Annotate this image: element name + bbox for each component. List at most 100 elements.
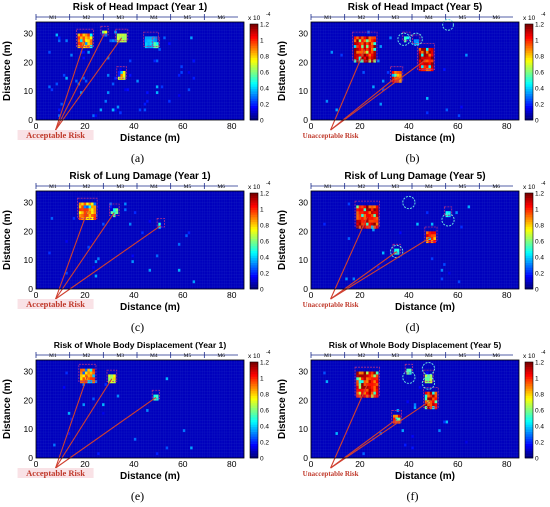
risk-arrow — [330, 384, 368, 469]
hotspot-cell — [373, 211, 377, 215]
colorbar-segment — [250, 193, 258, 196]
colorbar-segment — [250, 386, 258, 389]
hotspot-cell — [368, 385, 372, 390]
hotspot-cell — [421, 59, 424, 63]
zone-label: M5 — [184, 15, 192, 21]
hotspot-cell — [370, 391, 374, 395]
colorbar-segment — [250, 200, 258, 203]
x-tick-label: 40 — [129, 290, 139, 300]
colorbar: 0 0.2 0.4 0.6 0.8 1 1.2x 10 -4 — [248, 12, 271, 125]
colorbar-segment — [250, 214, 258, 218]
hotspot-cell — [115, 208, 119, 212]
heatmap-cell — [94, 114, 98, 118]
heatmap-cell — [92, 397, 95, 401]
hotspot-cell — [78, 205, 82, 209]
heatmap-cell — [102, 403, 105, 407]
colorbar-segment — [250, 417, 258, 420]
highlight-circle — [402, 195, 416, 210]
heatmap-cell — [58, 39, 61, 43]
heatmap-cell — [82, 403, 85, 407]
heatmap-cell — [411, 446, 414, 450]
colorbar-segment — [525, 224, 533, 227]
hotspot-cell — [83, 214, 87, 218]
hotspot-cell — [83, 211, 87, 215]
heatmap-cell — [155, 85, 159, 89]
hotspot-cell — [363, 222, 367, 226]
colorbar-tick-label: 0.2 — [260, 102, 269, 109]
heatmap-cell — [148, 268, 152, 272]
heatmap-cell — [180, 71, 183, 74]
colorbar-segment — [250, 429, 258, 432]
hotspot-cell — [358, 42, 362, 46]
colorbar-tick-label: 0.6 — [260, 239, 269, 246]
colorbar-tick-label: 1.2 — [260, 22, 269, 29]
hotspot-cell — [375, 222, 379, 226]
heatmap-cell — [177, 94, 181, 97]
colorbar-segment — [250, 98, 258, 102]
hotspot-cell — [423, 50, 427, 54]
heatmap-cell — [82, 383, 85, 386]
zone-label: M5 — [459, 15, 467, 21]
hotspot-cell — [428, 47, 432, 52]
plot-frame — [310, 359, 520, 459]
colorbar-segment — [525, 79, 533, 82]
colorbar-segment — [525, 257, 533, 261]
y-tick-label: 30 — [299, 29, 309, 39]
chart-title: Risk of Head Impact (Year 1) — [73, 2, 208, 13]
heatmap-cell — [335, 108, 338, 112]
zone-bar: M1 M2 M3 M4 M5 M6 — [310, 352, 513, 359]
heatmap-cell — [155, 452, 159, 456]
panel-sublabel: (e) — [130, 489, 145, 503]
hotspot-cell — [434, 394, 438, 398]
heatmap-cell — [124, 208, 127, 212]
hotspot-cell — [91, 211, 94, 215]
heatmap-svg-c: Risk of Lung Damage (Year 1) M1 M2 M3 M4 M5 M6… — [2, 171, 271, 313]
zone-label: M1 — [49, 353, 57, 359]
hotspot-cell — [91, 216, 94, 221]
hotspot-cell — [428, 231, 432, 235]
colorbar-segment — [525, 64, 533, 68]
hotspot-cell — [363, 53, 367, 57]
y-tick-label: 20 — [299, 57, 309, 67]
risk-label: Unacceptable Risk — [303, 470, 359, 478]
hotspot-cell — [361, 216, 364, 221]
hotspot-cell — [361, 377, 364, 381]
colorbar-segment — [525, 267, 533, 271]
colorbar-segment — [250, 86, 258, 90]
chart-title: Risk of Whole Body Displacement (Year 5) — [329, 340, 502, 350]
hotspot-cell — [368, 391, 372, 395]
colorbar-exponent-base: x 10 — [248, 184, 261, 191]
hotspot-cell — [429, 380, 433, 384]
hotspot-cell — [84, 374, 88, 378]
hotspot-cell — [80, 374, 83, 378]
colorbar-segment — [525, 366, 533, 370]
hotspot-cell — [88, 205, 92, 209]
colorbar: 0 0.2 0.4 0.6 0.8 1 1.2x 10 -4 — [523, 12, 546, 125]
hotspot — [412, 34, 421, 46]
hotspot-cell — [84, 380, 88, 384]
hotspot-cell — [77, 39, 81, 43]
colorbar-segment — [250, 453, 258, 456]
hotspot-cell — [391, 71, 395, 75]
heatmap-cell — [58, 36, 61, 40]
colorbar-segment — [525, 424, 533, 428]
hotspot-cell — [358, 39, 362, 43]
plot-frame — [35, 190, 245, 290]
zone-label: M4 — [425, 184, 433, 190]
hotspot-cell — [353, 42, 357, 46]
colorbar-segment — [250, 60, 258, 63]
x-axis-label: Distance (m) — [120, 471, 180, 482]
hotspot-cell — [368, 42, 372, 46]
risk-arrows — [55, 210, 162, 300]
hotspot-cell — [426, 234, 429, 238]
hotspot-cell — [375, 388, 379, 392]
hotspot-cell — [363, 385, 367, 390]
heatmap-cell — [381, 88, 385, 92]
colorbar-segment — [525, 248, 533, 251]
heatmap-cell — [92, 265, 95, 269]
colorbar-segment — [525, 245, 533, 249]
colorbar-segment — [250, 62, 258, 66]
colorbar-tick-label: 0.4 — [260, 424, 269, 431]
heatmap-cell — [457, 280, 461, 284]
chart-title: Risk of Lung Damage (Year 1) — [69, 171, 210, 182]
